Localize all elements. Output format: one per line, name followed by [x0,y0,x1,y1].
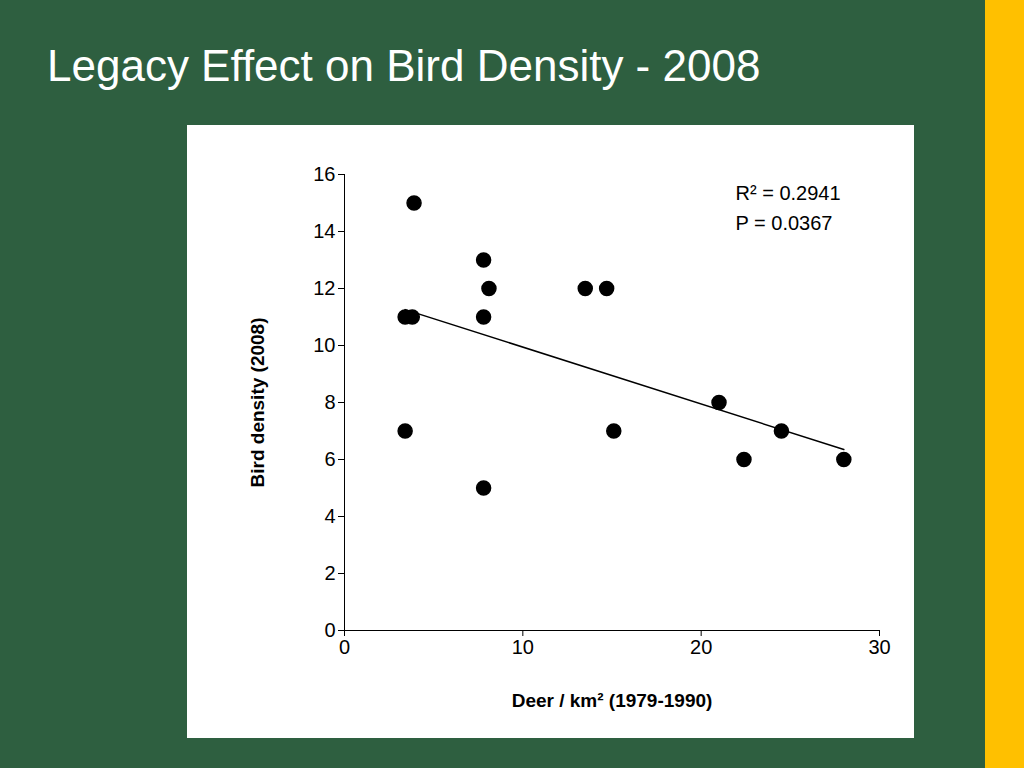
svg-text:10: 10 [512,636,534,658]
svg-text:30: 30 [868,636,890,658]
svg-text:0: 0 [324,619,335,641]
svg-text:Deer / km² (1979-1990): Deer / km² (1979-1990) [512,690,713,711]
svg-text:Bird density (2008): Bird density (2008) [247,318,268,488]
svg-text:6: 6 [324,448,335,470]
svg-text:12: 12 [313,277,335,299]
svg-text:2: 2 [324,562,335,584]
svg-text:4: 4 [324,505,335,527]
svg-text:8: 8 [324,391,335,413]
svg-text:10: 10 [313,334,335,356]
svg-text:20: 20 [690,636,712,658]
svg-text:0: 0 [339,636,350,658]
svg-text:14: 14 [313,220,335,242]
html-text:Legacy Effect on Bird Density: Legacy Effect on Bird Density - 2008 [47,41,761,90]
svg-text:R² = 0.2941P = 0.0367: R² = 0.2941P = 0.0367 [736,182,841,234]
svg-text:16: 16 [313,163,335,185]
